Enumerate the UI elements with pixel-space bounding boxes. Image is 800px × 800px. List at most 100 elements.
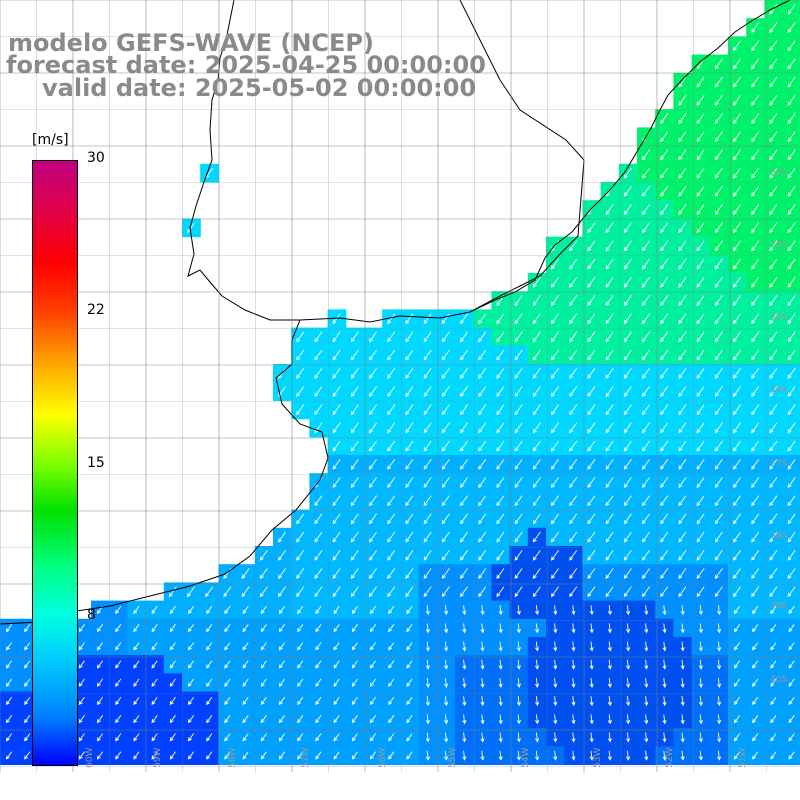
- wind-arrow: [260, 678, 267, 687]
- wind-arrow: [278, 549, 286, 561]
- wind-arrow: [607, 659, 612, 670]
- wind-arrow: [678, 258, 687, 270]
- wind-arrow: [405, 458, 414, 470]
- wind-arrow: [423, 440, 432, 452]
- wind-arrow: [642, 531, 650, 543]
- wind-arrow: [569, 586, 578, 598]
- wind-arrow: [571, 605, 576, 616]
- wind-arrow: [623, 276, 632, 288]
- wind-arrow: [278, 660, 286, 669]
- wind-arrow: [660, 113, 669, 124]
- wind-arrow: [623, 295, 632, 306]
- wind-arrow: [532, 531, 541, 543]
- wind-arrow: [698, 605, 703, 616]
- wind-arrow: [678, 167, 687, 179]
- wind-arrow: [333, 733, 340, 742]
- wind-arrow: [168, 586, 177, 598]
- wind-arrow: [569, 349, 578, 361]
- wind-arrow: [751, 58, 760, 70]
- wind-arrow: [514, 513, 523, 525]
- wind-arrow: [151, 715, 158, 724]
- wind-arrow: [733, 149, 741, 161]
- wind-arrow: [24, 751, 31, 760]
- wind-arrow: [605, 531, 614, 543]
- legend-tick-8: 8: [87, 607, 96, 623]
- wind-arrow: [714, 276, 723, 288]
- wind-arrow: [714, 549, 723, 561]
- wind-arrow: [587, 458, 596, 470]
- wind-arrow: [769, 240, 778, 252]
- wind-arrow: [553, 750, 558, 761]
- coastline-uruguay: [299, 0, 791, 323]
- wind-arrow: [587, 549, 596, 561]
- wind-arrow: [350, 495, 359, 507]
- wind-arrow: [514, 313, 523, 325]
- wind-arrow: [751, 131, 760, 143]
- wind-arrow: [480, 605, 485, 616]
- wind-arrow: [333, 642, 340, 651]
- wind-arrow: [642, 513, 650, 525]
- wind-arrow: [551, 440, 559, 452]
- wind-arrow: [441, 549, 450, 561]
- wind-arrow: [678, 404, 687, 416]
- wind-arrow: [332, 349, 341, 361]
- wind-arrow: [587, 422, 596, 434]
- wind-arrow: [644, 732, 649, 743]
- wind-arrow: [698, 623, 703, 634]
- wind-arrow: [751, 531, 760, 543]
- wind-arrow: [387, 513, 396, 525]
- wind-arrow: [278, 733, 286, 742]
- wind-arrow: [24, 624, 31, 633]
- wind-arrow: [714, 131, 723, 143]
- wind-arrow: [714, 495, 723, 507]
- wind-arrow: [351, 715, 358, 724]
- wind-arrow: [733, 642, 741, 651]
- wind-arrow: [660, 331, 669, 343]
- wind-arrow: [187, 751, 195, 760]
- wind-arrow: [769, 495, 778, 507]
- wind-arrow: [315, 624, 322, 633]
- wind-arrow: [462, 659, 467, 670]
- wind-arrow: [589, 714, 594, 725]
- wind-arrow: [662, 714, 667, 725]
- wind-arrow: [678, 331, 687, 343]
- wind-arrow: [680, 696, 685, 707]
- wind-arrow: [751, 185, 760, 197]
- wind-arrow: [315, 733, 322, 742]
- wind-arrow: [296, 331, 305, 343]
- wind-arrow: [571, 677, 576, 688]
- wind-arrow: [480, 696, 485, 707]
- wind-arrow: [696, 295, 705, 306]
- wind-arrow: [644, 750, 649, 761]
- wind-arrow: [206, 642, 213, 651]
- wind-arrow: [387, 313, 396, 325]
- wind-arrow: [551, 513, 559, 525]
- wind-arrow: [423, 367, 432, 379]
- wind-arrow: [242, 660, 249, 669]
- wind-arrow: [644, 714, 649, 725]
- wind-arrow: [5, 733, 13, 742]
- wind-arrow: [332, 531, 341, 543]
- wind-arrow: [678, 586, 687, 598]
- wind-arrow: [441, 477, 450, 488]
- wind-arrow: [587, 386, 596, 397]
- wind-arrow: [569, 295, 578, 306]
- wind-arrow: [5, 715, 13, 724]
- wind-arrow: [626, 732, 631, 743]
- wind-arrow: [605, 404, 614, 416]
- wind-arrow: [24, 678, 31, 687]
- wind-arrow: [553, 696, 558, 707]
- wind-arrow: [644, 605, 649, 616]
- wind-arrow: [242, 696, 249, 706]
- wind-arrow: [696, 258, 705, 270]
- wind-arrow: [605, 386, 614, 397]
- wind-arrow: [444, 659, 449, 670]
- wind-arrow: [769, 404, 778, 416]
- wind-arrow: [78, 733, 85, 742]
- wind-arrow: [696, 422, 705, 434]
- wind-arrow: [462, 732, 467, 743]
- wind-arrow: [406, 733, 413, 742]
- wind-arrow: [315, 605, 322, 615]
- wind-arrow: [387, 422, 396, 434]
- wind-arrow: [678, 76, 687, 88]
